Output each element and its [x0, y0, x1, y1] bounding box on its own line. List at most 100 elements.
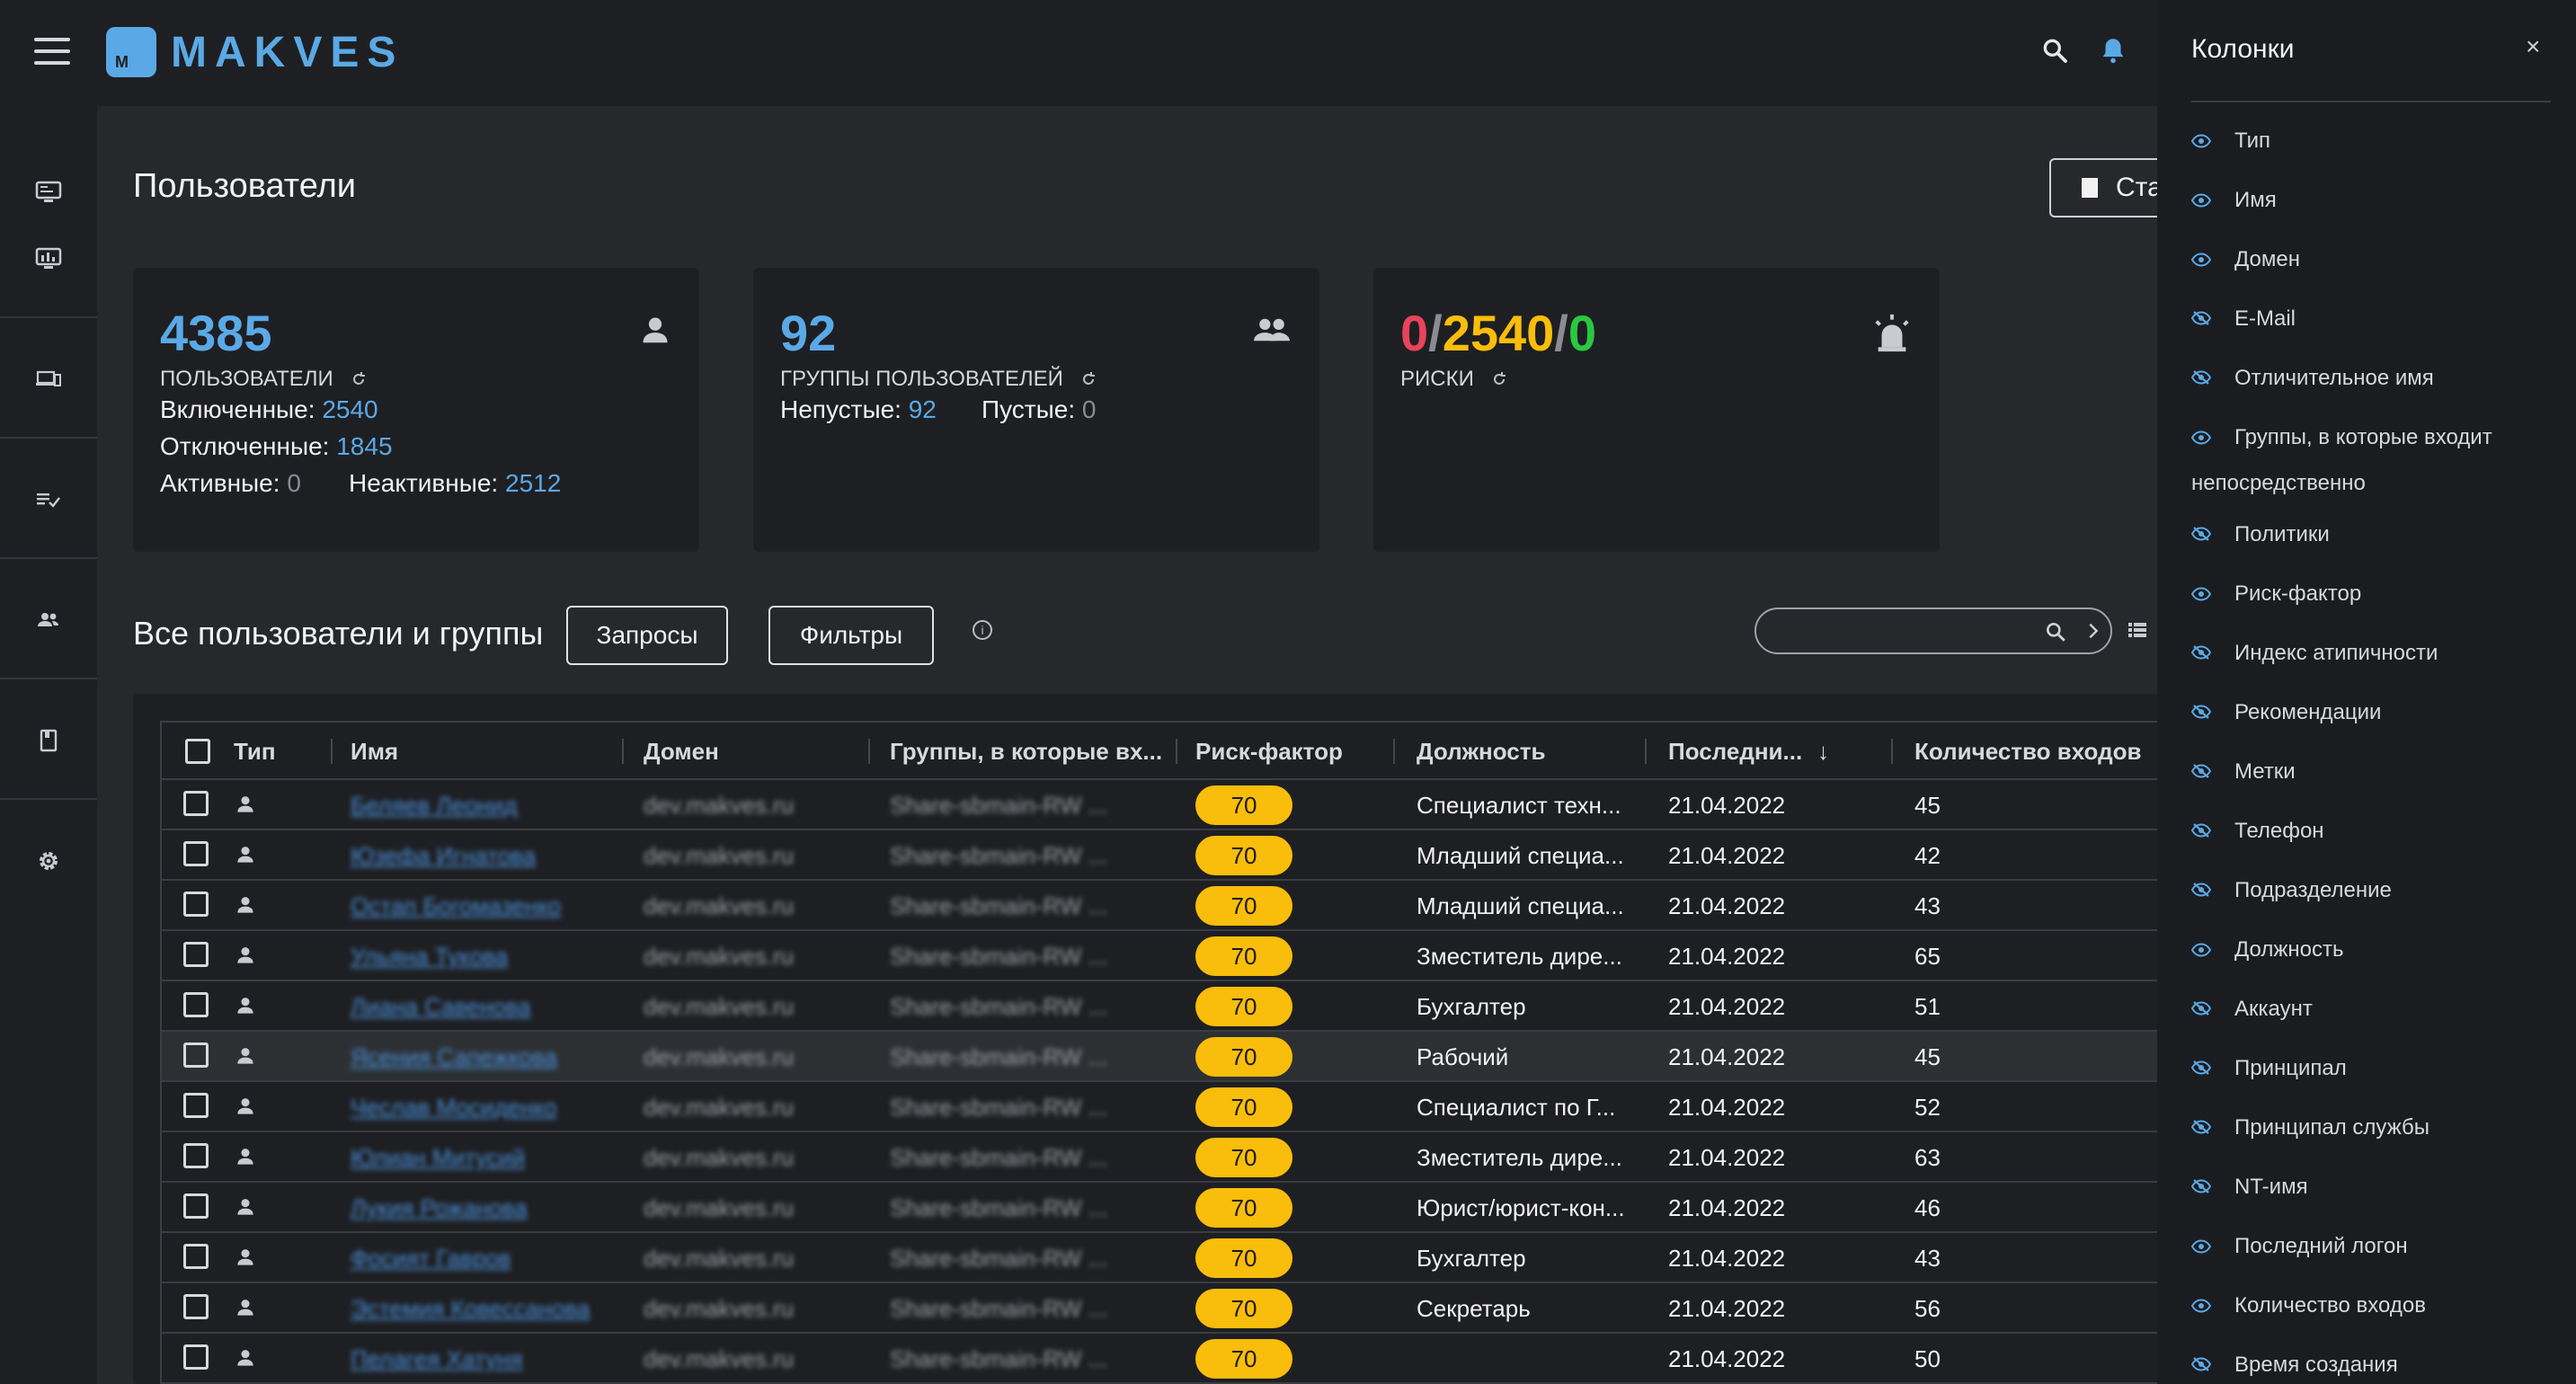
user-name-text[interactable]: Юлиан Митусий — [351, 1144, 525, 1171]
eye-icon[interactable] — [2190, 928, 2212, 973]
col-lastlogon-header[interactable]: Последни... — [1668, 738, 1803, 765]
table-row[interactable]: Ясения Сапежкова dev.makves.ru Share-sbmai… — [160, 1032, 2157, 1082]
row-checkbox[interactable] — [183, 791, 209, 816]
sidebar-item-reports[interactable] — [0, 239, 97, 279]
eye-off-icon[interactable] — [2190, 869, 2212, 914]
eye-off-icon[interactable] — [2190, 297, 2212, 342]
eye-off-icon[interactable] — [2190, 1166, 2212, 1211]
column-toggle-item[interactable]: NT-имя — [2190, 1165, 2560, 1211]
user-name-text[interactable]: Лиана Савенова — [351, 993, 531, 1020]
sidebar-item-devices[interactable] — [0, 359, 97, 399]
sidebar-item-users[interactable] — [0, 600, 97, 640]
col-groups-header[interactable]: Группы, в которые вх... — [890, 738, 1163, 765]
row-checkbox[interactable] — [183, 892, 209, 917]
col-name-header[interactable]: Имя — [351, 738, 399, 765]
refresh-icon[interactable] — [1079, 370, 1097, 388]
column-toggle-item[interactable]: Количество входов — [2190, 1283, 2560, 1329]
bell-icon[interactable] — [2098, 34, 2128, 67]
risk-high-count[interactable]: 0 — [1400, 305, 1429, 361]
eye-icon[interactable] — [2190, 572, 2212, 617]
eye-off-icon[interactable] — [2190, 1344, 2212, 1384]
eye-off-icon[interactable] — [2190, 750, 2212, 795]
table-row[interactable]: Эстемия Ковессанова dev.makves.ru Share-sb… — [160, 1283, 2157, 1334]
row-checkbox[interactable] — [183, 942, 209, 967]
user-name-link[interactable]: Эстемия Ковессанова — [351, 1283, 611, 1334]
nonempty-value[interactable]: 92 — [908, 395, 937, 423]
column-toggle-item[interactable]: Время создания — [2190, 1343, 2560, 1384]
row-checkbox[interactable] — [183, 1294, 209, 1319]
column-toggle-item[interactable]: E-Mail — [2190, 297, 2560, 342]
sort-arrow-icon[interactable]: ↓ — [1817, 738, 1829, 765]
column-separator[interactable] — [622, 739, 624, 764]
row-checkbox[interactable] — [183, 1143, 209, 1168]
user-name-text[interactable]: Ульяна Тукова — [351, 943, 509, 970]
user-name-text[interactable]: Лукия Рожанова — [351, 1194, 528, 1221]
refresh-icon[interactable] — [1490, 370, 1508, 388]
search-icon[interactable] — [2040, 36, 2069, 65]
eye-icon[interactable] — [2190, 179, 2212, 224]
table-row[interactable]: Беляев Леонид dev.makves.ru Share-sbmain-R… — [160, 780, 2157, 830]
column-separator[interactable] — [868, 739, 870, 764]
logo[interactable]: M MAKVES — [106, 27, 404, 77]
col-domain-header[interactable]: Домен — [644, 738, 719, 765]
column-separator[interactable] — [331, 739, 333, 764]
table-row[interactable]: Юлиан Митусий dev.makves.ru Share-sbmain-R… — [160, 1132, 2157, 1183]
user-name-text[interactable]: Юзефа Игнатова — [351, 842, 536, 869]
table-row[interactable]: Ульяна Тукова dev.makves.ru Share-sbmain-R… — [160, 931, 2157, 981]
column-separator[interactable] — [1393, 739, 1395, 764]
filters-button[interactable]: Фильтры — [768, 606, 934, 665]
inactive-value[interactable]: 2512 — [505, 469, 562, 497]
sidebar-item-tasks[interactable] — [0, 480, 97, 519]
user-name-link[interactable]: Остап Богомазенко — [351, 881, 611, 931]
hamburger-icon[interactable] — [34, 38, 70, 67]
row-checkbox[interactable] — [183, 1244, 209, 1269]
column-toggle-item[interactable]: Аккаунт — [2190, 987, 2560, 1033]
eye-off-icon[interactable] — [2190, 357, 2212, 402]
col-position-header[interactable]: Должность — [1417, 738, 1546, 765]
column-separator[interactable] — [1645, 739, 1647, 764]
eye-icon[interactable] — [2190, 120, 2212, 164]
table-row[interactable]: Фосият Гавров dev.makves.ru Share-sbmain-R… — [160, 1233, 2157, 1283]
eye-off-icon[interactable] — [2190, 810, 2212, 855]
refresh-icon[interactable] — [350, 370, 368, 388]
risk-low-count[interactable]: 0 — [1568, 305, 1597, 361]
eye-off-icon[interactable] — [2190, 691, 2212, 736]
search-icon[interactable] — [2044, 620, 2067, 643]
user-name-text[interactable]: Остап Богомазенко — [351, 892, 562, 919]
select-all-checkbox[interactable] — [185, 739, 210, 764]
sidebar-item-dashboard[interactable] — [0, 173, 97, 212]
column-toggle-item[interactable]: Имя — [2190, 178, 2560, 224]
sidebar-item-settings[interactable] — [0, 841, 97, 881]
row-checkbox[interactable] — [183, 1042, 209, 1068]
user-name-link[interactable]: Лиана Савенова — [351, 981, 611, 1032]
columns-icon[interactable] — [2127, 620, 2150, 640]
column-toggle-item[interactable]: Политики — [2190, 512, 2560, 558]
row-checkbox[interactable] — [183, 1193, 209, 1219]
user-name-text[interactable]: Ясения Сапежкова — [351, 1043, 557, 1070]
export-button[interactable]: Ста — [2049, 158, 2175, 217]
col-risk-header[interactable]: Риск-фактор — [1195, 738, 1343, 765]
disabled-value[interactable]: 1845 — [336, 432, 393, 460]
user-name-link[interactable]: Ульяна Тукова — [351, 931, 611, 981]
column-toggle-item[interactable]: Домен — [2190, 237, 2560, 283]
eye-off-icon[interactable] — [2190, 513, 2212, 558]
table-row[interactable]: Пелагея Хатуня dev.makves.ru Share-sbmain-… — [160, 1334, 2157, 1384]
column-toggle-item[interactable]: Группы, в которые входит непосредственно — [2190, 415, 2560, 506]
eye-icon[interactable] — [2190, 1225, 2212, 1270]
user-name-link[interactable]: Чеслав Мосиденко — [351, 1082, 611, 1132]
table-row[interactable]: Лукия Рожанова dev.makves.ru Share-sbmain-… — [160, 1183, 2157, 1233]
table-search-input[interactable] — [1774, 618, 2008, 645]
column-toggle-item[interactable]: Подразделение — [2190, 868, 2560, 914]
column-toggle-item[interactable]: Метки — [2190, 750, 2560, 795]
row-checkbox[interactable] — [183, 1344, 209, 1370]
col-type-header[interactable]: Тип — [234, 738, 276, 765]
risk-medium-count[interactable]: 2540 — [1442, 305, 1555, 361]
user-name-text[interactable]: Чеслав Мосиденко — [351, 1094, 557, 1121]
eye-icon[interactable] — [2190, 416, 2212, 461]
row-checkbox[interactable] — [183, 841, 209, 866]
eye-off-icon[interactable] — [2190, 988, 2212, 1033]
column-separator[interactable] — [1891, 739, 1893, 764]
column-toggle-item[interactable]: Телефон — [2190, 809, 2560, 855]
table-row[interactable]: Юзефа Игнатова dev.makves.ru Share-sbmain-… — [160, 830, 2157, 881]
column-separator[interactable] — [1176, 739, 1177, 764]
